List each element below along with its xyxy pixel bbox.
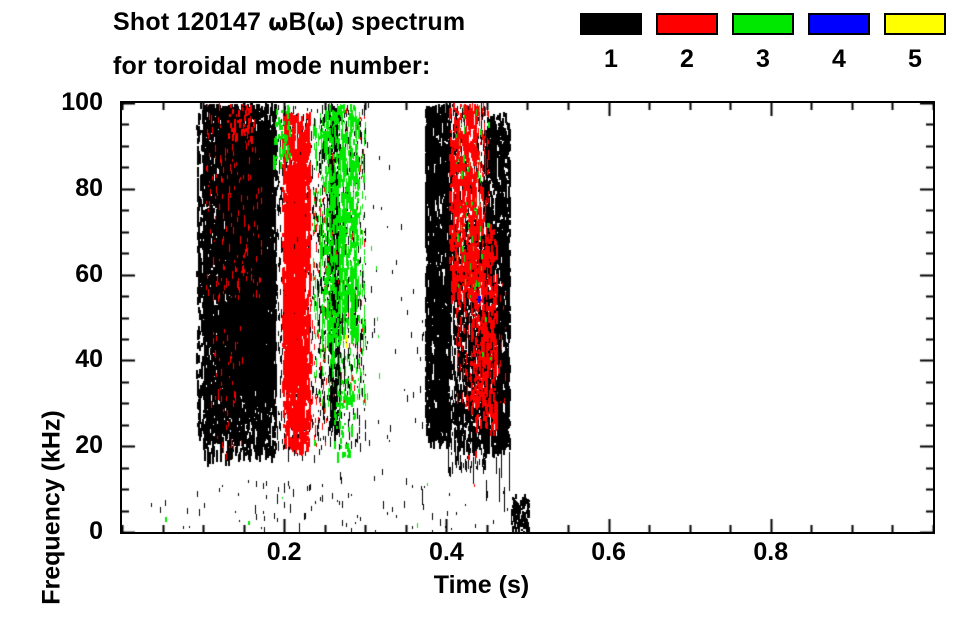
x-tick-0.8: 0.8	[753, 538, 789, 566]
figure-subtitle: for toroidal mode number:	[113, 52, 431, 80]
figure-title: Shot 120147 ωB(ω) spectrum	[113, 8, 465, 37]
legend-label-4: 4	[832, 45, 846, 73]
legend-swatch-5	[884, 13, 946, 35]
legend-swatch-2	[656, 13, 718, 35]
legend-item-1[interactable]: 1	[580, 13, 642, 72]
y-tick-80: 80	[75, 173, 103, 202]
y-axis-title-wrapper: Frequency (kHz)	[22, 190, 66, 604]
omega-symbol-2: ω	[315, 10, 336, 36]
y-tick-100: 100	[61, 88, 103, 116]
legend-swatch-3	[732, 13, 794, 35]
y-tick-40: 40	[75, 345, 103, 374]
y-tick-20: 20	[75, 431, 103, 460]
figure-title-text: Shot 120147 ωB(ω) spectrum	[113, 8, 466, 36]
legend-item-3[interactable]: 3	[732, 13, 794, 72]
omega-symbol: ω	[268, 10, 289, 36]
legend-label-1: 1	[604, 45, 618, 73]
plot-area	[120, 101, 935, 534]
x-tick-0.2: 0.2	[266, 538, 302, 566]
legend-item-4[interactable]: 4	[808, 13, 870, 72]
spectrogram-canvas	[122, 103, 933, 532]
y-tick-60: 60	[75, 259, 103, 288]
legend: 1 2 3 4 5	[580, 13, 946, 91]
x-tick-0.6: 0.6	[591, 538, 626, 566]
legend-label-5: 5	[908, 45, 922, 73]
legend-item-5[interactable]: 5	[884, 13, 946, 72]
legend-label-3: 3	[756, 45, 770, 73]
shot-number: 120147	[176, 8, 262, 36]
legend-swatch-1	[580, 13, 642, 35]
x-axis-title: Time (s)	[433, 571, 530, 599]
spectrogram-figure: Shot 120147 ωB(ω) spectrum for toroidal …	[22, 8, 946, 605]
y-tick-0: 0	[89, 517, 103, 545]
legend-item-2[interactable]: 2	[656, 13, 718, 72]
legend-swatch-4	[808, 13, 870, 35]
x-tick-0.4: 0.4	[429, 538, 464, 566]
legend-label-2: 2	[680, 45, 694, 73]
